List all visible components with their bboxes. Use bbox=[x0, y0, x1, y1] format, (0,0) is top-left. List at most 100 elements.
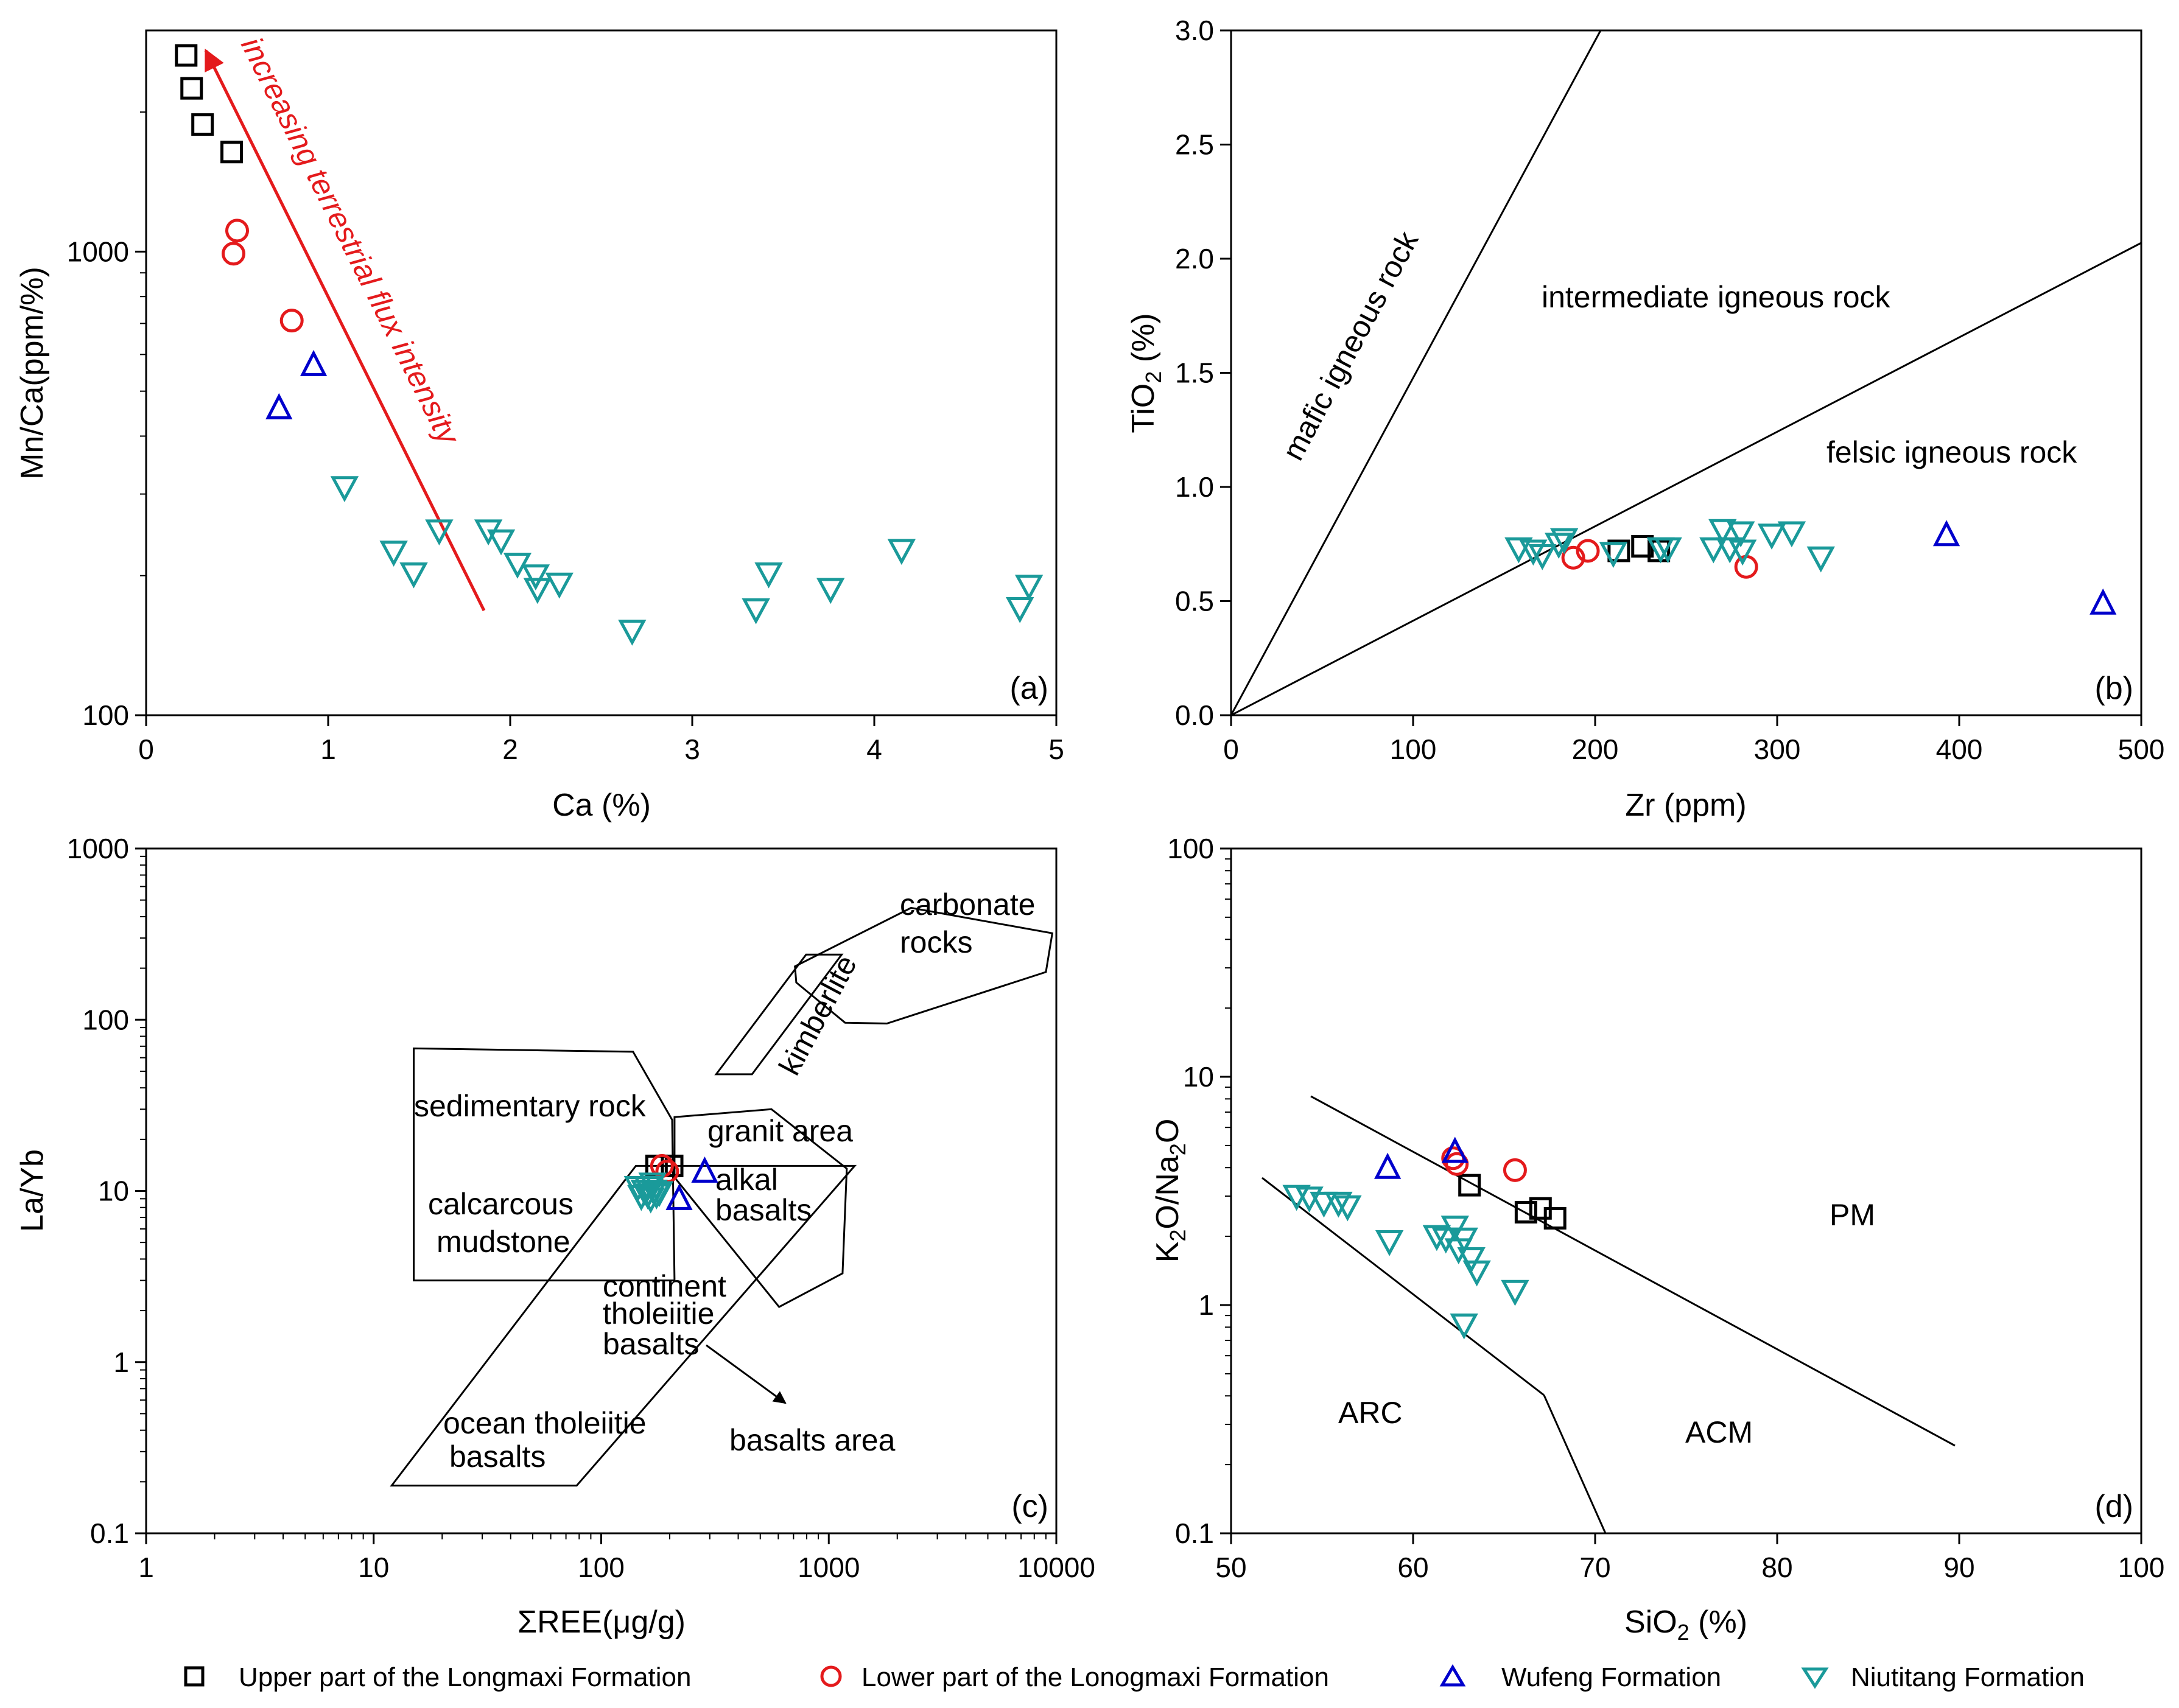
chart-c-label-alkal: alkal bbox=[715, 1163, 778, 1197]
chart-c-label-alkal-basalts: basalts bbox=[715, 1193, 812, 1227]
chart-d-xlabel: SiO2 (%) bbox=[1624, 1605, 1747, 1645]
chart-b-xtick-label: 400 bbox=[1936, 733, 1983, 765]
chart-b-xtick-label: 200 bbox=[1572, 733, 1619, 765]
chart-b-region-mafic: mafic igneous rock bbox=[1275, 225, 1425, 466]
chart-a-annotation: increasing terrestrial flux intensity bbox=[234, 32, 466, 451]
chart-c-panel-label: (c) bbox=[1011, 1489, 1048, 1524]
chart-c-ticks: 1 10 100 1000 10000 0.1 1 10 100 1000 bbox=[67, 833, 1095, 1583]
chart-d-point-niutitang-formation bbox=[1462, 1260, 1491, 1287]
chart-d-xtick-label: 90 bbox=[1943, 1552, 1974, 1583]
chart-a-point-niutitang-formation bbox=[486, 529, 516, 556]
chart-c-region-basalts-area bbox=[390, 1164, 857, 1487]
chart-b: 0 100 200 300 400 500 0.0 0.5 1.0 1.5 2.0 2.5 3.0 ma… bbox=[1126, 15, 2164, 823]
chart-b-region-felsic: felsic igneous rock bbox=[1826, 435, 2077, 469]
chart-c-label-basalts-area: basalts area bbox=[729, 1423, 896, 1457]
chart-d: 50 60 70 80 90 100 0.1 1 10 100 PM ARC ACM (d) Si… bbox=[1150, 833, 2164, 1645]
chart-b-point-niutitang-formation bbox=[1654, 537, 1682, 564]
chart-c-point-niutitang-formation bbox=[638, 1172, 667, 1199]
chart-b-ticks: 0 100 200 300 400 500 0.0 0.5 1.0 1.5 2.0 2.5 3.0 bbox=[1175, 15, 2164, 765]
chart-b-boundary-mafic bbox=[1230, 30, 1602, 716]
chart-b-xtick-label: 300 bbox=[1754, 733, 1801, 765]
chart-b-point-niutitang-formation bbox=[1519, 539, 1548, 566]
chart-a-ytick-label: 100 bbox=[82, 699, 129, 731]
legend-label-longmaxi-upper: Upper part of the Longmaxi Formation bbox=[239, 1662, 692, 1692]
chart-d-point-wufeng-formation bbox=[1441, 1136, 1468, 1163]
chart-a-panel-label: (a) bbox=[1009, 671, 1048, 706]
chart-d-region-pm: PM bbox=[1830, 1198, 1875, 1232]
chart-b-point-lower-part-of-the-lonogmaxi-formation bbox=[1734, 555, 1758, 579]
chart-a-point-niutitang-formation bbox=[523, 578, 552, 604]
legend-marker-longmaxi-upper bbox=[184, 1666, 205, 1687]
chart-a-frame bbox=[145, 29, 1058, 716]
chart-d-ytick-label: 10 bbox=[1183, 1061, 1214, 1093]
chart-a-point-niutitang-formation bbox=[1014, 575, 1044, 601]
chart-c-ytick-label: 1 bbox=[113, 1346, 129, 1378]
chart-d-ytick-label: 0.1 bbox=[1175, 1517, 1214, 1549]
chart-a-point-niutitang-formation bbox=[379, 541, 408, 567]
chart-c-label-sedimentary: sedimentary rock bbox=[414, 1089, 647, 1123]
chart-d-point-niutitang-formation bbox=[1333, 1195, 1362, 1222]
chart-b-points bbox=[1504, 519, 2117, 615]
chart-b-point-lower-part-of-the-lonogmaxi-formation bbox=[1561, 545, 1585, 570]
chart-a-xtick-label: 1 bbox=[320, 733, 336, 765]
chart-d-ytick-label: 100 bbox=[1167, 833, 1214, 864]
chart-c-xtick-label: 1000 bbox=[798, 1552, 860, 1583]
chart-a-point-niutitang-formation bbox=[1005, 597, 1034, 623]
chart-b-xlabel: Zr (ppm) bbox=[1625, 788, 1746, 823]
chart-d-ylabel: K2O/Na2O bbox=[1150, 1119, 1190, 1263]
chart-b-point-lower-part-of-the-lonogmaxi-formation bbox=[1576, 539, 1600, 563]
legend-label-wufeng: Wufeng Formation bbox=[1501, 1662, 1721, 1692]
chart-a-ylabel: Mn/Ca(ppm/%) bbox=[15, 267, 50, 480]
chart-a-point-niutitang-formation bbox=[754, 562, 783, 589]
chart-c-label-tholeiitie: tholeiitie bbox=[603, 1297, 714, 1331]
chart-c-xtick-label: 10 bbox=[358, 1552, 389, 1583]
chart-c-region-kimberlite bbox=[714, 953, 844, 1076]
chart-a-ticks: 0 1 2 3 4 5 100 1000 bbox=[67, 111, 1064, 765]
chart-d-boundary-arc-lower bbox=[1543, 1395, 1607, 1534]
chart-a-point-upper-part-of-the-longmaxi-formation bbox=[180, 77, 203, 100]
chart-c-ytick-label: 100 bbox=[82, 1004, 129, 1035]
chart-c-label-ocean-basalts: basalts bbox=[449, 1440, 546, 1474]
chart-d-xtick-label: 80 bbox=[1761, 1552, 1792, 1583]
chart-b-point-niutitang-formation bbox=[1777, 521, 1806, 548]
chart-d-point-niutitang-formation bbox=[1324, 1191, 1353, 1218]
chart-d-xtick-label: 60 bbox=[1397, 1552, 1428, 1583]
chart-d-point-lower-part-of-the-lonogmaxi-formation bbox=[1445, 1152, 1469, 1176]
chart-b-point-niutitang-formation bbox=[1708, 519, 1737, 545]
chart-a-point-niutitang-formation bbox=[399, 562, 428, 589]
chart-b-point-niutitang-formation bbox=[1806, 546, 1835, 573]
chart-d-xtick-label: 70 bbox=[1579, 1552, 1610, 1583]
chart-c-ytick-label: 1000 bbox=[67, 833, 129, 864]
chart-b-xtick-label: 500 bbox=[2118, 733, 2165, 765]
chart-b-point-niutitang-formation bbox=[1544, 533, 1573, 559]
chart-b-ytick-label: 0.5 bbox=[1175, 586, 1214, 617]
chart-c-label-rocks: rocks bbox=[900, 925, 972, 959]
chart-c-label-mudstone: mudstone bbox=[437, 1225, 570, 1259]
chart-b-region-intermediate: intermediate igneous rock bbox=[1542, 280, 1891, 314]
chart-c-points bbox=[623, 1153, 718, 1214]
chart-d-region-acm: ACM bbox=[1685, 1415, 1753, 1449]
chart-b-point-wufeng-formation bbox=[2090, 588, 2117, 615]
chart-b-ytick-label: 1.5 bbox=[1175, 357, 1214, 389]
chart-b-boundary-felsic bbox=[1230, 242, 2142, 716]
chart-b-ytick-label: 1.0 bbox=[1175, 471, 1214, 503]
chart-c-label-continent-basalts: basalts bbox=[603, 1327, 699, 1361]
chart-a-point-upper-part-of-the-longmaxi-formation bbox=[191, 113, 214, 136]
chart-d-region-arc: ARC bbox=[1338, 1396, 1403, 1430]
chart-a-point-niutitang-formation bbox=[521, 564, 550, 590]
chart-b-point-niutitang-formation bbox=[1757, 523, 1786, 550]
chart-d-point-niutitang-formation bbox=[1457, 1247, 1486, 1273]
chart-c: 1 10 100 1000 10000 0.1 1 10 100 1000 carbonate r… bbox=[15, 833, 1095, 1640]
legend-marker-niutitang bbox=[1801, 1667, 1829, 1689]
chart-d-point-upper-part-of-the-longmaxi-formation bbox=[1458, 1174, 1481, 1197]
chart-d-point-lower-part-of-the-lonogmaxi-formation bbox=[1503, 1158, 1527, 1182]
chart-b-xtick-label: 100 bbox=[1390, 733, 1437, 765]
chart-c-label-continent: continent bbox=[603, 1269, 726, 1303]
chart-b-xtick-label: 0 bbox=[1223, 733, 1239, 765]
chart-a: 0 1 2 3 4 5 100 1000 increasing terrestrial flu… bbox=[15, 29, 1064, 823]
chart-d-point-upper-part-of-the-longmaxi-formation bbox=[1543, 1206, 1567, 1230]
chart-c-xtick-label: 100 bbox=[578, 1552, 625, 1583]
chart-a-point-niutitang-formation bbox=[425, 519, 454, 546]
legend: Upper part of the Longmaxi Formation Low… bbox=[184, 1662, 2085, 1692]
chart-a-point-lower-part-of-the-lonogmaxi-formation bbox=[222, 242, 246, 266]
